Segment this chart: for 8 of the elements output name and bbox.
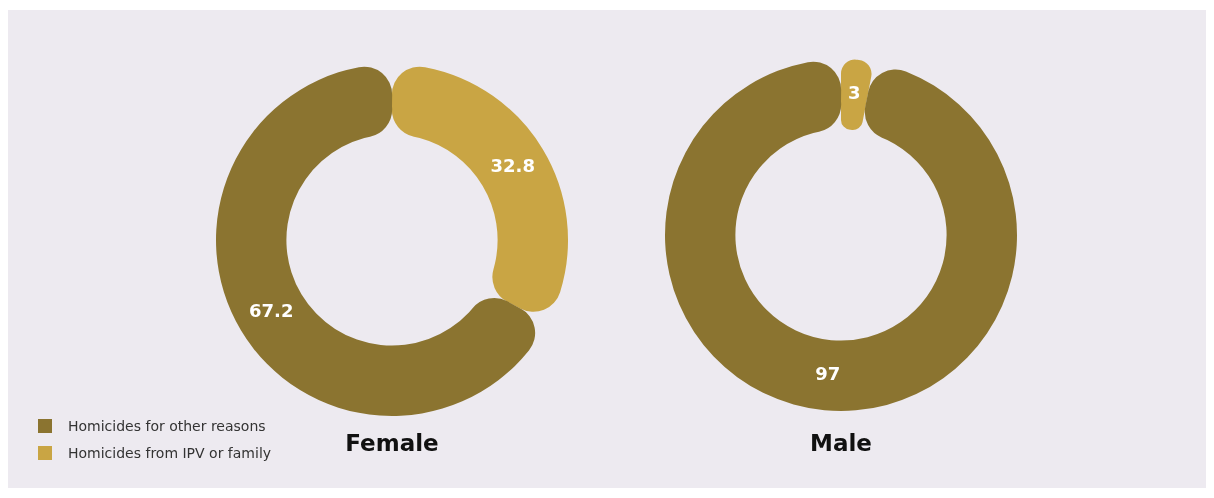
text: Female	[345, 430, 439, 456]
data-label: 97	[815, 362, 841, 384]
legend-label: Homicides for other reasons	[68, 417, 266, 434]
data-label: 67.2	[249, 300, 294, 322]
data-label: 32.8	[490, 155, 535, 177]
data-label: 3	[847, 82, 861, 104]
legend-label: Homicides from IPV or family	[68, 444, 272, 461]
text: Male	[809, 430, 873, 456]
